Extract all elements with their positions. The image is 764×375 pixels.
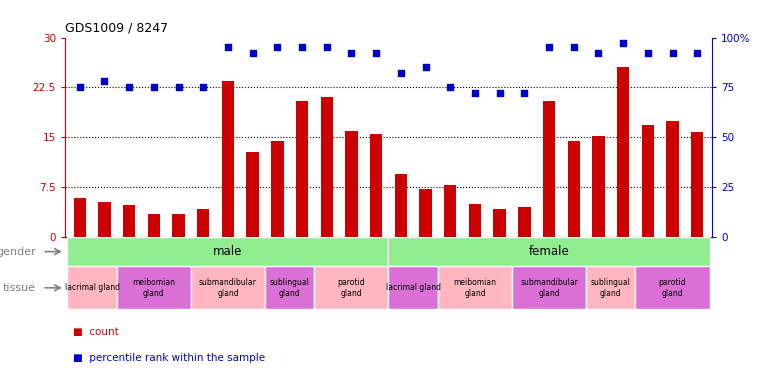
Bar bbox=[73, 198, 86, 237]
Point bbox=[73, 84, 86, 90]
Bar bbox=[469, 204, 481, 237]
Bar bbox=[691, 132, 704, 237]
Point bbox=[543, 45, 555, 51]
Text: parotid
gland: parotid gland bbox=[338, 278, 365, 297]
Bar bbox=[666, 121, 678, 237]
Text: tissue: tissue bbox=[3, 283, 36, 293]
Point bbox=[666, 51, 678, 57]
Bar bbox=[147, 214, 160, 237]
Bar bbox=[388, 237, 710, 266]
Bar bbox=[117, 266, 191, 309]
Bar bbox=[543, 100, 555, 237]
Bar bbox=[345, 130, 358, 237]
Bar bbox=[636, 266, 710, 309]
Bar bbox=[315, 266, 388, 309]
Bar bbox=[642, 125, 654, 237]
Text: ■  percentile rank within the sample: ■ percentile rank within the sample bbox=[73, 353, 264, 363]
Point bbox=[444, 84, 456, 90]
Text: sublingual
gland: sublingual gland bbox=[270, 278, 309, 297]
Point bbox=[321, 45, 333, 51]
Point bbox=[147, 84, 160, 90]
Bar bbox=[592, 136, 604, 237]
Point bbox=[617, 40, 630, 46]
Bar bbox=[197, 209, 209, 237]
Bar bbox=[123, 205, 135, 237]
Point bbox=[642, 51, 654, 57]
Bar bbox=[67, 266, 117, 309]
Bar bbox=[438, 266, 512, 309]
Point bbox=[271, 45, 283, 51]
Text: meibomian
gland: meibomian gland bbox=[454, 278, 497, 297]
Text: submandibular
gland: submandibular gland bbox=[199, 278, 257, 297]
Text: GDS1009 / 8247: GDS1009 / 8247 bbox=[65, 22, 168, 35]
Bar bbox=[247, 152, 259, 237]
Point bbox=[592, 51, 604, 57]
Text: sublingual
gland: sublingual gland bbox=[591, 278, 631, 297]
Bar bbox=[512, 266, 586, 309]
Point bbox=[222, 45, 234, 51]
Text: lacrimal gland: lacrimal gland bbox=[65, 284, 120, 292]
Bar bbox=[191, 266, 265, 309]
Point bbox=[296, 45, 308, 51]
Text: meibomian
gland: meibomian gland bbox=[132, 278, 176, 297]
Bar bbox=[296, 100, 308, 237]
Point bbox=[568, 45, 580, 51]
Bar bbox=[617, 68, 630, 237]
Bar bbox=[444, 185, 456, 237]
Text: submandibular
gland: submandibular gland bbox=[520, 278, 578, 297]
Text: male: male bbox=[213, 245, 243, 258]
Point bbox=[469, 90, 481, 96]
Point bbox=[197, 84, 209, 90]
Point bbox=[419, 64, 432, 70]
Point bbox=[123, 84, 135, 90]
Bar bbox=[419, 189, 432, 237]
Point bbox=[518, 90, 530, 96]
Bar bbox=[568, 141, 580, 237]
Bar bbox=[271, 141, 283, 237]
Bar bbox=[370, 134, 382, 237]
Text: female: female bbox=[529, 245, 569, 258]
Text: gender: gender bbox=[0, 247, 36, 256]
Bar bbox=[222, 81, 234, 237]
Bar bbox=[518, 207, 530, 237]
Bar bbox=[395, 174, 407, 237]
Point bbox=[345, 51, 358, 57]
Point bbox=[494, 90, 506, 96]
Point bbox=[370, 51, 382, 57]
Point bbox=[99, 78, 111, 84]
Bar bbox=[321, 98, 333, 237]
Bar bbox=[67, 237, 388, 266]
Bar bbox=[99, 202, 111, 237]
Text: ■  count: ■ count bbox=[73, 327, 118, 337]
Text: lacrimal gland: lacrimal gland bbox=[386, 284, 441, 292]
Bar bbox=[586, 266, 636, 309]
Bar bbox=[173, 214, 185, 237]
Bar bbox=[494, 209, 506, 237]
Point bbox=[173, 84, 185, 90]
Bar bbox=[388, 266, 438, 309]
Text: parotid
gland: parotid gland bbox=[659, 278, 686, 297]
Point bbox=[691, 51, 704, 57]
Point bbox=[395, 70, 407, 76]
Point bbox=[247, 51, 259, 57]
Bar bbox=[265, 266, 315, 309]
